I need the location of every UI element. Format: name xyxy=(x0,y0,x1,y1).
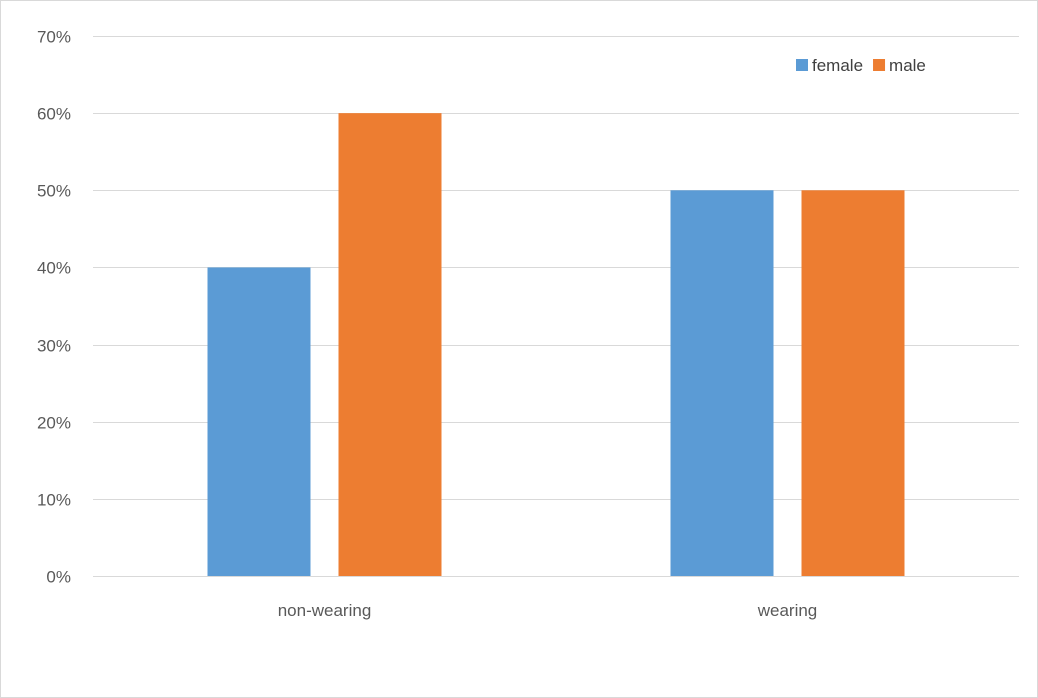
x-tick-label: non-wearing xyxy=(278,601,372,620)
y-tick-label: 20% xyxy=(37,414,71,433)
legend: female male xyxy=(796,56,926,75)
y-tick-label: 60% xyxy=(37,105,71,124)
y-tick-label: 0% xyxy=(46,568,71,587)
bar-female-wearing xyxy=(670,190,774,577)
bar-female-non-wearing xyxy=(207,267,311,576)
bar-male-non-wearing xyxy=(338,113,442,577)
x-axis-tick-labels: non-wearing wearing xyxy=(278,601,818,620)
legend-label-female: female xyxy=(812,56,863,75)
legend-label-male: male xyxy=(889,56,926,75)
y-tick-label: 30% xyxy=(37,337,71,356)
x-tick-label: wearing xyxy=(757,601,818,620)
legend-swatch-female xyxy=(796,59,808,71)
y-tick-label: 40% xyxy=(37,259,71,278)
bars xyxy=(207,113,905,577)
y-tick-label: 70% xyxy=(37,28,71,47)
legend-swatch-male xyxy=(873,59,886,71)
bar-male-wearing xyxy=(801,190,905,577)
y-tick-label: 50% xyxy=(37,182,71,201)
y-axis-tick-labels: 0% 10% 20% 30% 40% 50% 60% 70% xyxy=(37,28,71,587)
y-tick-label: 10% xyxy=(37,491,71,510)
